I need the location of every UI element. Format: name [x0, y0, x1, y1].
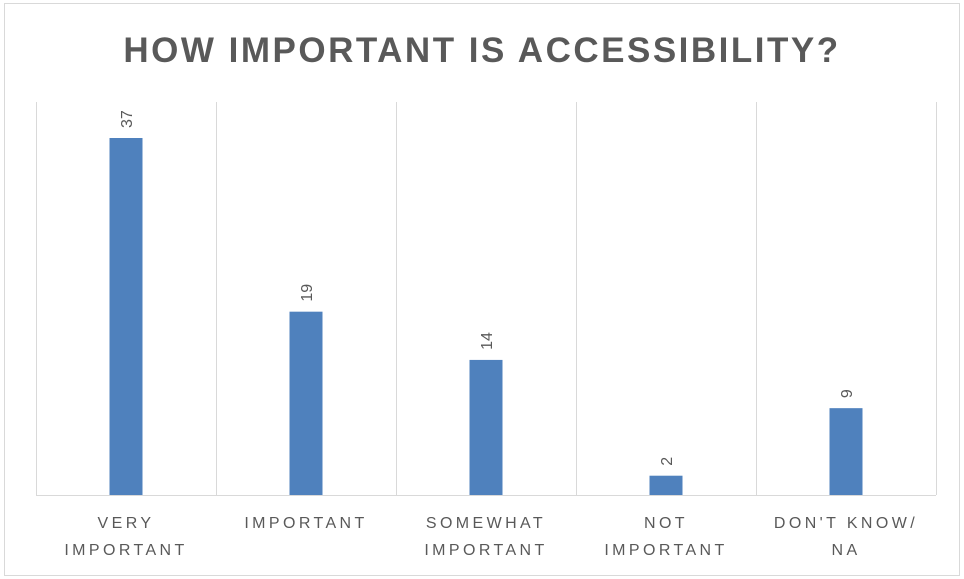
category-label: DON'T KNOW/ [774, 515, 918, 532]
bar [289, 311, 323, 495]
category-label: IMPORTANT [64, 542, 187, 559]
category-label: NA [831, 542, 860, 559]
data-label: 19 [299, 284, 316, 302]
data-label: 9 [839, 389, 856, 398]
bar [649, 475, 683, 495]
data-label: 37 [119, 110, 136, 128]
category-label: SOMEWHAT [426, 515, 546, 532]
data-label: 14 [479, 332, 496, 350]
category-label: VERY [98, 515, 155, 532]
category-label: NOT [644, 515, 688, 532]
bar [829, 408, 863, 495]
category-label: IMPORTANT [424, 542, 547, 559]
chart-title: HOW IMPORTANT IS ACCESSIBILITY? [123, 31, 841, 70]
category-label: IMPORTANT [604, 542, 727, 559]
category-label: IMPORTANT [244, 515, 367, 532]
bar [469, 359, 503, 495]
data-label: 2 [659, 457, 676, 466]
bar [109, 138, 143, 495]
